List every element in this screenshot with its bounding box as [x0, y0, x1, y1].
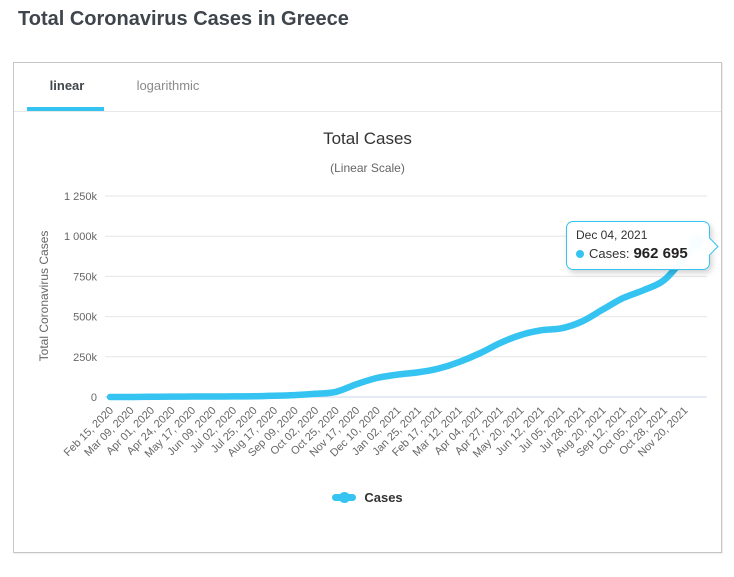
tab-logarithmic[interactable]: logarithmic — [136, 78, 200, 93]
legend-item-cases[interactable]: Cases — [14, 490, 721, 505]
legend-line-icon — [332, 492, 357, 503]
legend-label: Cases — [364, 490, 403, 505]
y-tick-label: 500k — [73, 312, 97, 324]
y-tick-label: 1 250k — [64, 191, 98, 203]
chart-subtitle: (Linear Scale) — [330, 161, 405, 175]
tooltip-date: Dec 04, 2021 — [576, 228, 648, 242]
y-tick-label: 250k — [73, 352, 97, 364]
series-bullet-icon — [576, 249, 584, 258]
y-axis-title: Total Coronavirus Cases — [37, 231, 51, 362]
active-tab-underline — [27, 107, 104, 111]
chart-title: Total Cases — [323, 129, 412, 148]
tooltip-value: 962 695 — [633, 245, 688, 262]
chart-card: linear logarithmic Total Cases (Linear S… — [13, 62, 722, 553]
chart-tooltip: Dec 04, 2021 Cases: 962 695 — [566, 221, 710, 270]
tooltip-series-label: Cases: — [589, 246, 630, 261]
chart-area[interactable]: Total Cases (Linear Scale) 0 250k 500k 750k… — [14, 112, 721, 552]
y-tick-label: 750k — [73, 271, 97, 283]
cases-series-line[interactable] — [106, 238, 701, 401]
y-tick-label: 1 000k — [64, 231, 98, 243]
tab-linear[interactable]: linear — [49, 78, 85, 93]
page-title: Total Coronavirus Cases in Greece — [18, 8, 349, 30]
scale-tabs: linear logarithmic — [14, 63, 721, 112]
y-tick-label: 0 — [91, 392, 97, 404]
